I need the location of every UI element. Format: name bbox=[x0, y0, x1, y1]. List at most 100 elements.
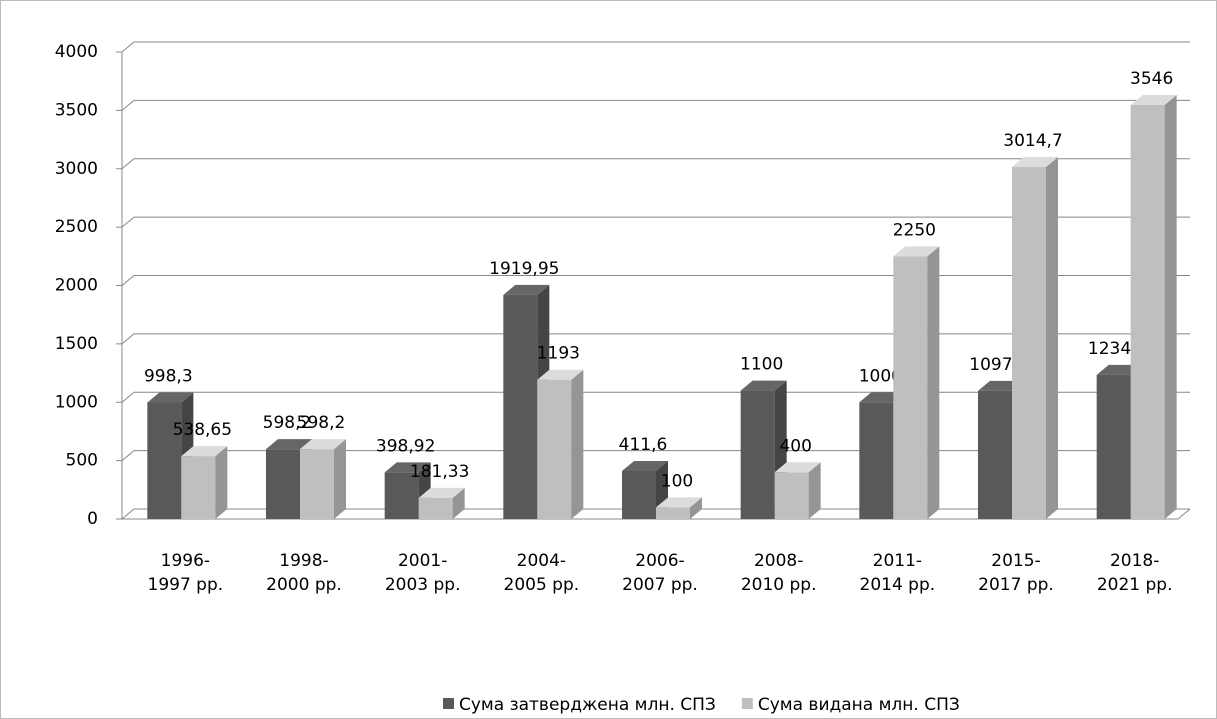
data-label: 411,6 bbox=[619, 435, 668, 455]
y-tick-label: 500 bbox=[66, 451, 98, 471]
y-tick-label: 0 bbox=[87, 509, 98, 529]
grid-line bbox=[121, 216, 1190, 228]
grid-line bbox=[121, 508, 1190, 520]
x-tick-label: 2018- 2021 рр. bbox=[1096, 551, 1173, 595]
x-tick-label: 1998- 2000 рр. bbox=[266, 551, 342, 595]
bar-side bbox=[1046, 157, 1058, 520]
bar-top bbox=[147, 392, 194, 403]
bar-front bbox=[656, 507, 690, 519]
grid-line bbox=[121, 99, 1190, 111]
x-tick-label: 2015- 2017 рр. bbox=[978, 551, 1054, 595]
bar-side bbox=[334, 439, 346, 519]
data-label: 2250 bbox=[893, 220, 936, 240]
data-label: 598,2 bbox=[263, 413, 312, 433]
bar bbox=[300, 439, 346, 519]
bar-top bbox=[418, 487, 465, 498]
legend-label: Сума видана млн. СПЗ bbox=[758, 695, 960, 715]
bar-top bbox=[774, 462, 821, 473]
grid-line bbox=[121, 333, 1190, 345]
x-tick-label: 2011- 2014 рр. bbox=[859, 551, 936, 595]
bar-top bbox=[266, 439, 312, 450]
bar-top bbox=[622, 460, 668, 471]
bar bbox=[656, 497, 702, 519]
bar-front bbox=[147, 402, 182, 519]
bar bbox=[1130, 95, 1177, 519]
bar-front bbox=[300, 449, 334, 519]
bar bbox=[1012, 157, 1058, 520]
bar-side bbox=[215, 446, 228, 519]
bar-front bbox=[859, 402, 894, 519]
bar-side bbox=[1164, 95, 1177, 519]
bar-top bbox=[740, 380, 787, 391]
legend-label: Сума затверджена млн. СПЗ bbox=[459, 695, 716, 715]
bar-front bbox=[978, 390, 1012, 519]
bar-front bbox=[622, 470, 656, 519]
bar-top bbox=[893, 246, 940, 257]
y-tick-label: 3000 bbox=[55, 159, 98, 179]
bar-top bbox=[181, 446, 228, 457]
bar bbox=[181, 446, 228, 519]
bar-front bbox=[1130, 105, 1165, 519]
x-tick-label: 2004- 2005 рр. bbox=[503, 551, 580, 595]
x-tick-label: 1996- 1997 рр. bbox=[147, 551, 224, 595]
data-label: 181,33 bbox=[410, 462, 469, 482]
grid-line bbox=[121, 158, 1190, 170]
bar-front bbox=[537, 379, 572, 519]
bar-front bbox=[893, 256, 928, 519]
y-tick-label: 2000 bbox=[55, 276, 98, 296]
x-tick-label: 2001- 2003 рр. bbox=[384, 551, 461, 595]
bar-top bbox=[1012, 157, 1058, 168]
data-label: 100 bbox=[661, 471, 693, 491]
data-label: 1193 bbox=[537, 344, 580, 364]
y-tick-label: 3500 bbox=[55, 100, 98, 120]
data-label: 1100 bbox=[740, 355, 783, 375]
bar-top bbox=[1130, 95, 1177, 106]
bar-top bbox=[300, 439, 346, 450]
legend-swatch bbox=[443, 698, 454, 709]
bar-side bbox=[808, 462, 821, 519]
x-axis bbox=[122, 508, 1191, 520]
data-label: 1919,95 bbox=[489, 259, 559, 279]
bar-side bbox=[927, 246, 940, 519]
y-tick-label: 2500 bbox=[55, 217, 98, 237]
data-label: 3546 bbox=[1130, 69, 1173, 89]
bar-front bbox=[181, 456, 216, 519]
data-label: 998,3 bbox=[144, 366, 193, 386]
bar bbox=[893, 246, 940, 519]
bar-side bbox=[690, 497, 702, 519]
bar-front bbox=[384, 472, 419, 519]
bar bbox=[537, 369, 584, 519]
bar-side bbox=[452, 487, 465, 519]
bar-side bbox=[571, 369, 584, 519]
bar-front bbox=[774, 472, 809, 519]
data-label: 538,65 bbox=[173, 420, 232, 440]
bar-front bbox=[1096, 374, 1131, 519]
data-label: 398,92 bbox=[376, 436, 435, 456]
y-tick-label: 1500 bbox=[55, 334, 98, 354]
bar bbox=[418, 487, 465, 519]
grid-line bbox=[121, 275, 1190, 286]
y-tick-label: 4000 bbox=[55, 42, 98, 62]
legend-swatch bbox=[741, 698, 753, 709]
x-tick-label: 2006- 2007 рр. bbox=[622, 551, 698, 595]
bar-front bbox=[1012, 167, 1046, 520]
bar-front bbox=[266, 449, 300, 519]
grid-line bbox=[121, 391, 1190, 403]
y-tick-label: 1000 bbox=[55, 392, 98, 412]
grid-line bbox=[121, 450, 1190, 462]
bar-top bbox=[384, 462, 431, 473]
bar-front bbox=[503, 294, 538, 519]
x-tick-label: 2008- 2010 рр. bbox=[740, 551, 817, 595]
bar-top bbox=[537, 369, 584, 380]
data-label: 3014,7 bbox=[1003, 131, 1062, 151]
bar-front bbox=[418, 497, 453, 519]
bar-top bbox=[656, 497, 702, 508]
grid-line bbox=[121, 41, 1190, 53]
data-label: 1000 bbox=[859, 366, 902, 386]
bar-top bbox=[503, 284, 550, 295]
data-label: 598,2 bbox=[297, 413, 346, 433]
bar-front bbox=[740, 390, 775, 519]
data-label: 400 bbox=[779, 436, 811, 456]
